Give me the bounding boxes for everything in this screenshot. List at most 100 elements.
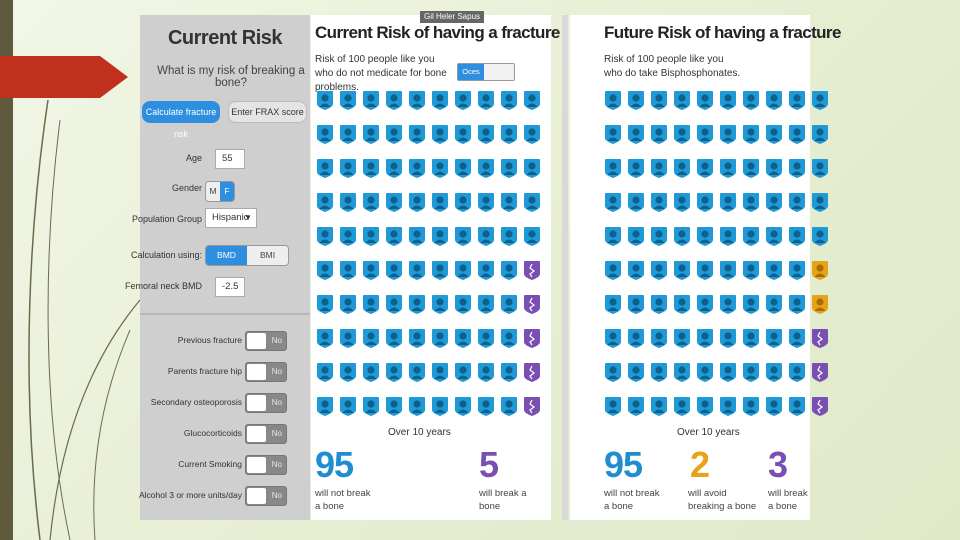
future-person-icon xyxy=(651,329,667,348)
risk-factor-toggle[interactable]: No xyxy=(245,393,287,413)
calculate-fracture-risk-button[interactable]: Calculate fracture risk xyxy=(142,101,220,139)
current-person-icon xyxy=(455,261,471,280)
current-person-icon xyxy=(386,261,402,280)
current-person-icon xyxy=(363,363,379,382)
future-person-icon xyxy=(628,363,644,382)
current-person-icon xyxy=(478,193,494,212)
femoral-neck-bmd-input[interactable]: -2.5 xyxy=(215,277,245,297)
future-person-icon xyxy=(628,227,644,246)
page-subtitle: What is my risk of breaking a bone? xyxy=(157,65,305,89)
gender-label: Gender xyxy=(171,183,202,193)
future-icon-grid xyxy=(604,90,829,417)
gender-option-m[interactable]: M xyxy=(206,182,220,201)
toggle-value: No xyxy=(271,460,282,469)
future-person-icon xyxy=(628,193,644,212)
femoral-neck-bmd-label: Femoral neck BMD xyxy=(124,281,202,291)
current-person-icon xyxy=(478,125,494,144)
future-person-icon xyxy=(674,91,690,110)
age-label: Age xyxy=(185,153,202,163)
risk-factor-label: Parents fracture hip xyxy=(167,366,242,376)
future-person-icon xyxy=(674,295,690,314)
gender-option-f[interactable]: F xyxy=(220,182,234,201)
current-person-icon xyxy=(340,159,356,178)
current-person-icon xyxy=(501,159,517,178)
current-person-icon xyxy=(386,363,402,382)
calc-option-bmi[interactable]: BMI xyxy=(247,246,288,265)
future-person-icon xyxy=(743,363,759,382)
current-person-icon xyxy=(432,193,448,212)
future-risk-title: Future Risk of having a fracture xyxy=(604,23,841,42)
current-person-icon xyxy=(340,227,356,246)
toggle-value: No xyxy=(271,367,282,376)
future-person-icon xyxy=(812,159,828,178)
current-break-number: 5 xyxy=(479,444,499,485)
future-person-icon xyxy=(789,91,805,110)
future-person-icon xyxy=(743,295,759,314)
current-person-icon xyxy=(478,295,494,314)
future-person-icon xyxy=(697,227,713,246)
current-person-icon xyxy=(455,363,471,382)
current-person-icon xyxy=(340,397,356,416)
current-risk-panel: Current Risk of having a fracture Risk o… xyxy=(311,15,560,520)
future-person-icon xyxy=(628,91,644,110)
future-person-icon xyxy=(743,261,759,280)
future-person-icon xyxy=(605,193,621,212)
toggle-knob xyxy=(247,395,266,411)
future-broken-bone-icon xyxy=(812,363,828,382)
future-person-icon xyxy=(651,227,667,246)
age-input[interactable]: 55 xyxy=(215,149,245,169)
current-person-icon xyxy=(455,125,471,144)
risk-factor-toggle[interactable]: No xyxy=(245,331,287,351)
current-person-icon xyxy=(317,193,333,212)
calculation-using-toggle[interactable]: BMD BMI xyxy=(205,245,289,266)
slide-sidebar-bar xyxy=(0,0,13,540)
future-person-icon xyxy=(789,329,805,348)
future-risk-description: Risk of 100 people like you who do take … xyxy=(604,54,741,79)
future-person-icon xyxy=(674,397,690,416)
current-person-icon xyxy=(501,397,517,416)
current-person-icon xyxy=(386,329,402,348)
risk-factor-toggle[interactable]: No xyxy=(245,455,287,475)
population-group-select[interactable]: Hispanic ▼ xyxy=(205,208,257,228)
current-risk-title: Current Risk of having a fracture xyxy=(315,23,560,42)
current-person-icon xyxy=(524,193,540,212)
current-person-icon xyxy=(478,397,494,416)
future-person-icon xyxy=(605,295,621,314)
future-person-icon xyxy=(789,159,805,178)
future-person-icon xyxy=(674,329,690,348)
gender-toggle[interactable]: M F xyxy=(205,181,235,202)
current-person-icon xyxy=(501,261,517,280)
future-person-icon xyxy=(697,363,713,382)
calc-option-bmd[interactable]: BMD xyxy=(206,246,247,265)
current-break-caption: will break a bone xyxy=(479,488,527,512)
display-toggle[interactable]: Oces xyxy=(457,63,515,81)
risk-factor-toggle[interactable]: No xyxy=(245,362,287,382)
future-person-icon xyxy=(628,397,644,416)
risk-factor-toggle[interactable]: No xyxy=(245,486,287,506)
current-icon-grid xyxy=(316,90,541,417)
risk-factor-toggle[interactable]: No xyxy=(245,424,287,444)
future-person-icon xyxy=(789,261,805,280)
future-person-icon xyxy=(743,193,759,212)
current-person-icon xyxy=(455,159,471,178)
future-person-icon xyxy=(697,91,713,110)
future-person-icon xyxy=(766,329,782,348)
future-person-icon xyxy=(628,159,644,178)
future-person-icon xyxy=(720,397,736,416)
future-person-icon xyxy=(628,329,644,348)
current-person-icon xyxy=(409,125,425,144)
future-period-label: Over 10 years xyxy=(677,427,740,438)
future-person-icon xyxy=(674,363,690,382)
enter-frax-score-button[interactable]: Enter FRAX score xyxy=(228,101,307,123)
risk-factor-label: Glucocorticoids xyxy=(183,428,242,438)
future-break-caption: will break a bone xyxy=(768,488,808,512)
future-person-icon xyxy=(720,91,736,110)
future-person-icon xyxy=(605,329,621,348)
current-person-icon xyxy=(409,363,425,382)
future-person-icon xyxy=(743,329,759,348)
future-person-icon xyxy=(812,91,828,110)
toggle-knob xyxy=(247,457,266,473)
current-person-icon xyxy=(386,227,402,246)
current-person-icon xyxy=(455,329,471,348)
future-person-icon xyxy=(697,193,713,212)
